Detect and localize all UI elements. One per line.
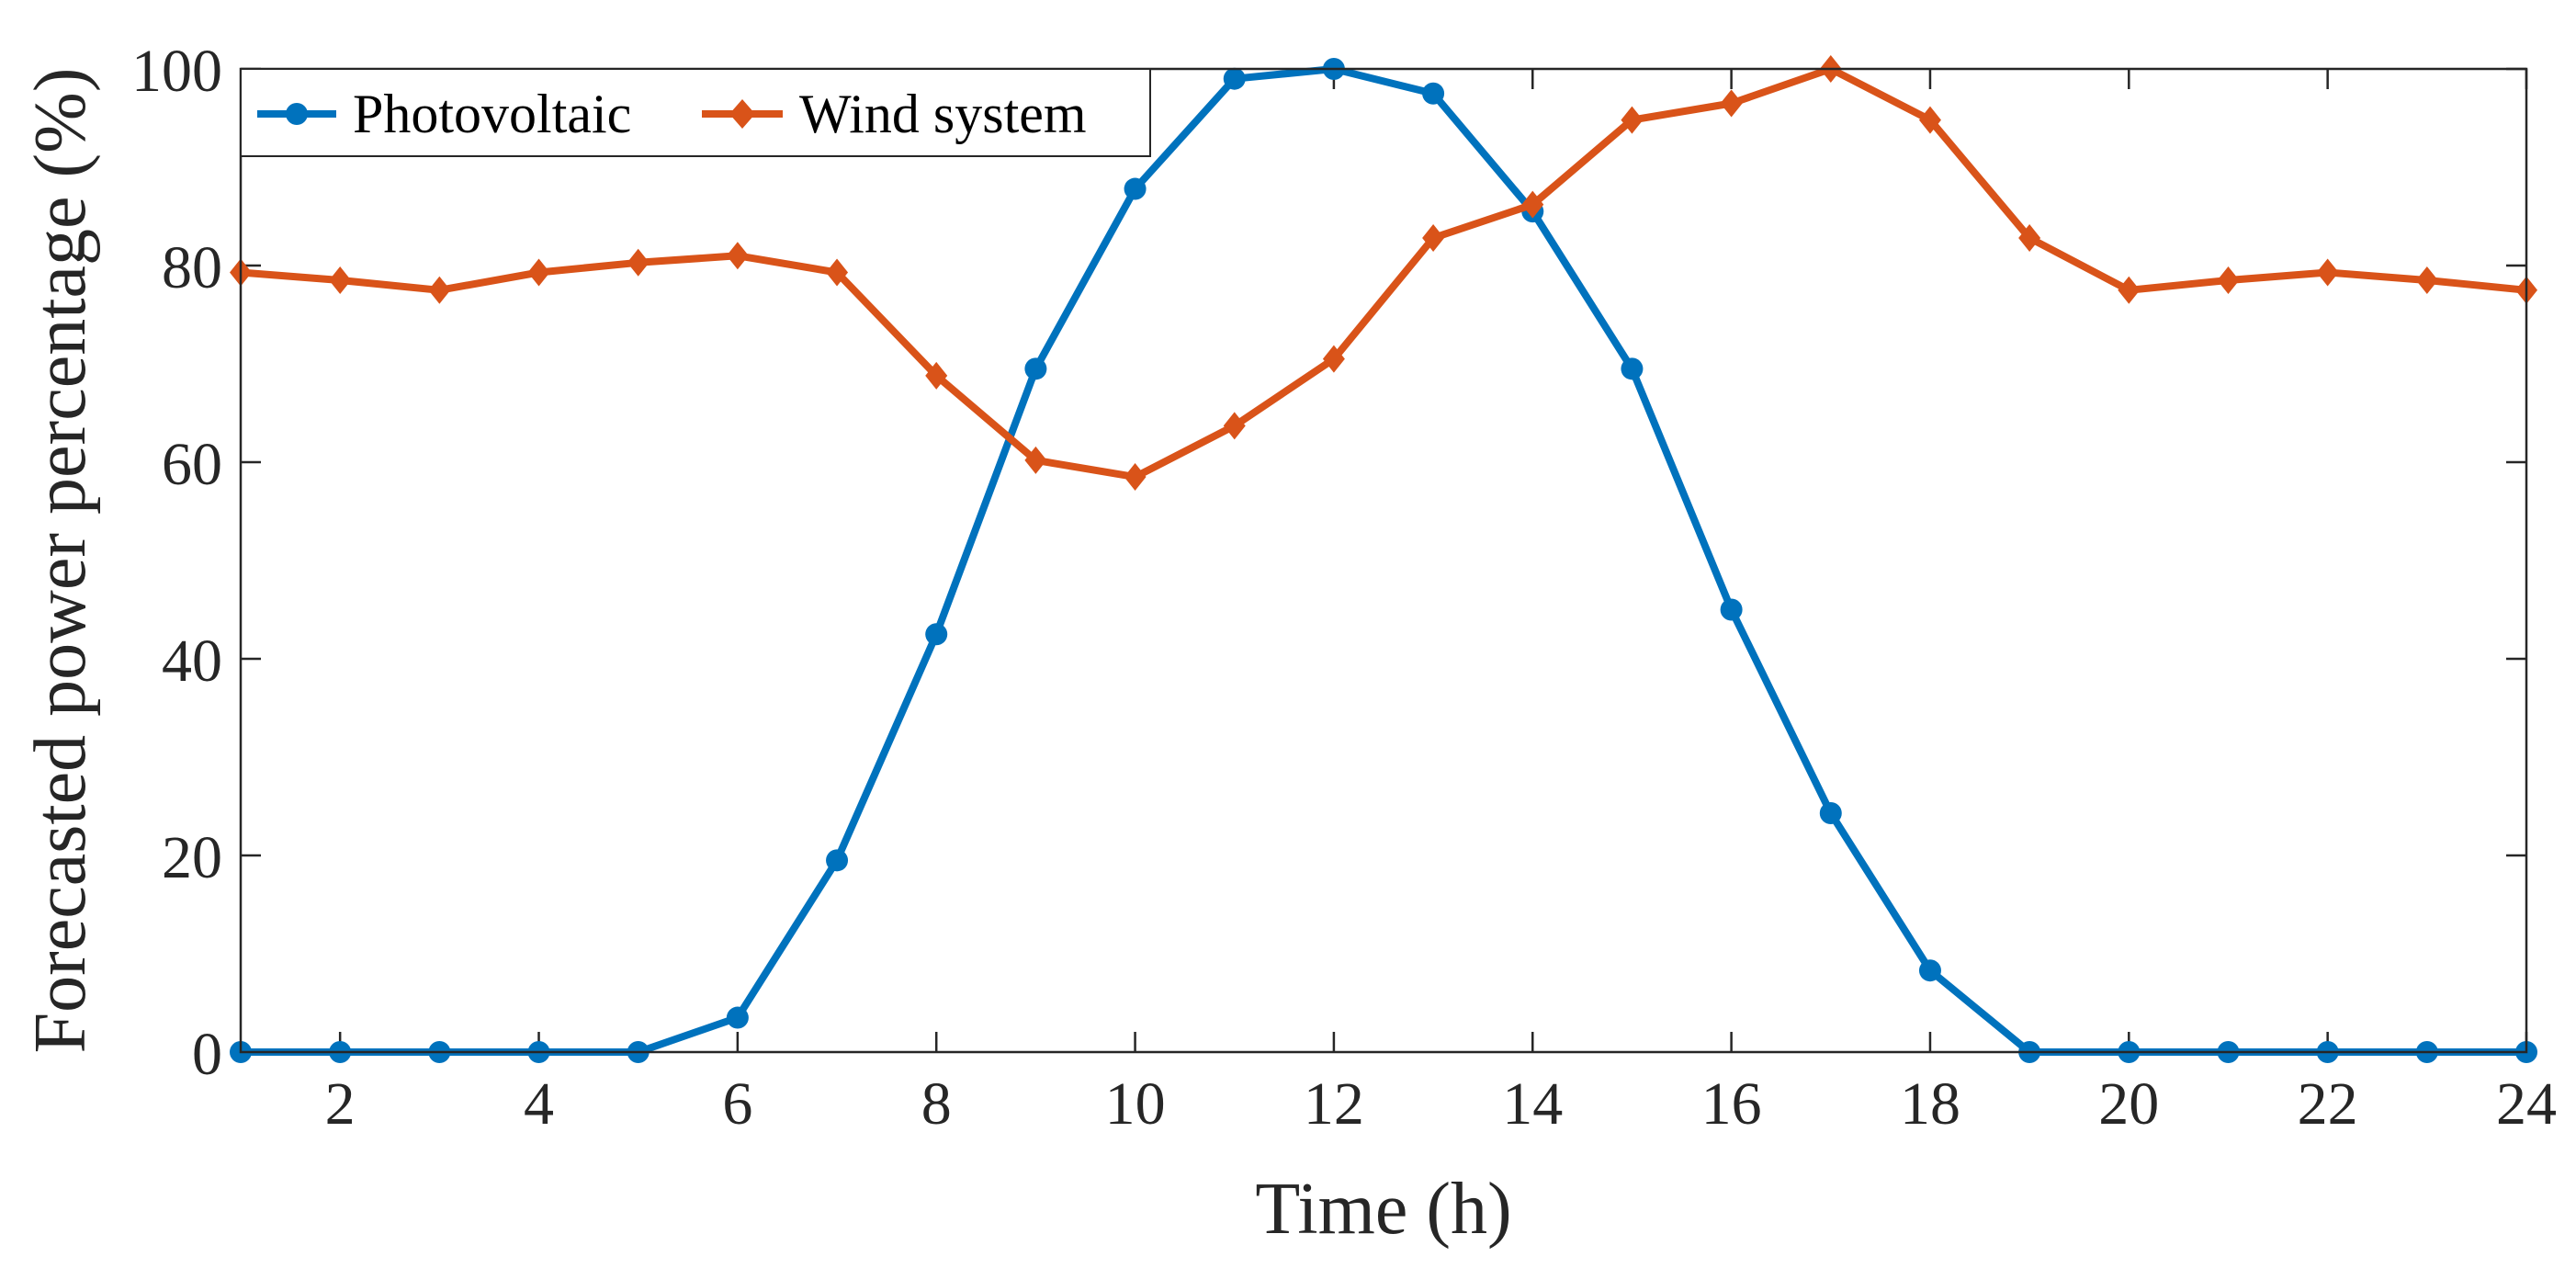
y-tick-label-20: 20	[162, 824, 222, 891]
point-wind-system-10	[1124, 463, 1147, 492]
plot-area	[241, 69, 2526, 1052]
point-photovoltaic-10	[1124, 177, 1147, 200]
point-photovoltaic-9	[1024, 357, 1047, 380]
y-tick-label-80: 80	[162, 234, 222, 301]
y-tick-label-60: 60	[162, 431, 222, 498]
point-wind-system-15	[1621, 106, 1644, 134]
legend-wind-marker	[729, 99, 755, 129]
legend-wind-label: Wind system	[799, 84, 1087, 144]
y-tick-label-100: 100	[131, 38, 222, 105]
point-photovoltaic-7	[826, 849, 849, 872]
point-wind-system-20	[2118, 276, 2141, 304]
point-wind-system-13	[1422, 224, 1445, 253]
point-photovoltaic-16	[1720, 598, 1743, 621]
point-wind-system-14	[1521, 190, 1544, 219]
y-tick-label-0: 0	[192, 1021, 222, 1088]
x-tick-label-20: 20	[2098, 1070, 2159, 1138]
series-wind-system	[230, 55, 2537, 492]
legend-photovoltaic-label: Photovoltaic	[353, 84, 631, 144]
point-photovoltaic-13	[1422, 82, 1445, 105]
y-axis-title: Forecasted power percentage (%)	[20, 68, 101, 1054]
x-tick-label-2: 2	[325, 1070, 356, 1138]
point-wind-system-11	[1223, 412, 1246, 440]
point-wind-system-9	[1024, 446, 1047, 474]
point-wind-system-21	[2217, 266, 2240, 295]
x-tick-label-12: 12	[1304, 1070, 1364, 1138]
x-axis-title: Time (h)	[1255, 1169, 1511, 1250]
point-wind-system-5	[627, 248, 650, 277]
x-tick-label-24: 24	[2496, 1070, 2557, 1138]
point-photovoltaic-6	[726, 1006, 749, 1029]
point-wind-system-18	[1918, 106, 1941, 134]
x-tick-label-14: 14	[1502, 1070, 1563, 1138]
y-tick-label-40: 40	[162, 628, 222, 695]
legend-box	[240, 68, 1151, 157]
point-wind-system-3	[428, 276, 451, 304]
legend: Photovoltaic Wind system	[240, 68, 1151, 157]
point-wind-system-19	[2018, 224, 2041, 253]
x-tick-label-18: 18	[1900, 1070, 1960, 1138]
x-axis-tick-labels: 2 4 6 8 10 12 14 16 18 20 22 24	[325, 1070, 2557, 1138]
point-wind-system-6	[726, 242, 749, 270]
point-wind-system-4	[527, 258, 550, 287]
point-wind-system-12	[1322, 345, 1345, 373]
x-tick-label-4: 4	[524, 1070, 554, 1138]
legend-photovoltaic-marker	[286, 103, 308, 125]
point-wind-system-2	[329, 266, 352, 295]
point-wind-system-23	[2415, 266, 2438, 295]
point-photovoltaic-11	[1223, 67, 1246, 90]
point-photovoltaic-17	[1819, 801, 1842, 824]
x-tick-label-16: 16	[1701, 1070, 1762, 1138]
x-tick-label-8: 8	[921, 1070, 952, 1138]
x-tick-label-10: 10	[1105, 1070, 1166, 1138]
point-photovoltaic-15	[1621, 357, 1644, 380]
point-wind-system-22	[2316, 258, 2339, 287]
x-tick-label-6: 6	[722, 1070, 752, 1138]
point-photovoltaic-8	[925, 623, 948, 646]
point-wind-system-8	[925, 361, 948, 390]
point-wind-system-7	[826, 258, 849, 287]
plot-frame	[239, 67, 2528, 1054]
point-photovoltaic-18	[1918, 959, 1941, 982]
series-line-wind-system	[237, 65, 2530, 481]
x-tick-label-22: 22	[2298, 1070, 2358, 1138]
y-axis-tick-labels: 0 20 40 60 80 100	[131, 38, 222, 1088]
point-wind-system-16	[1720, 89, 1743, 118]
